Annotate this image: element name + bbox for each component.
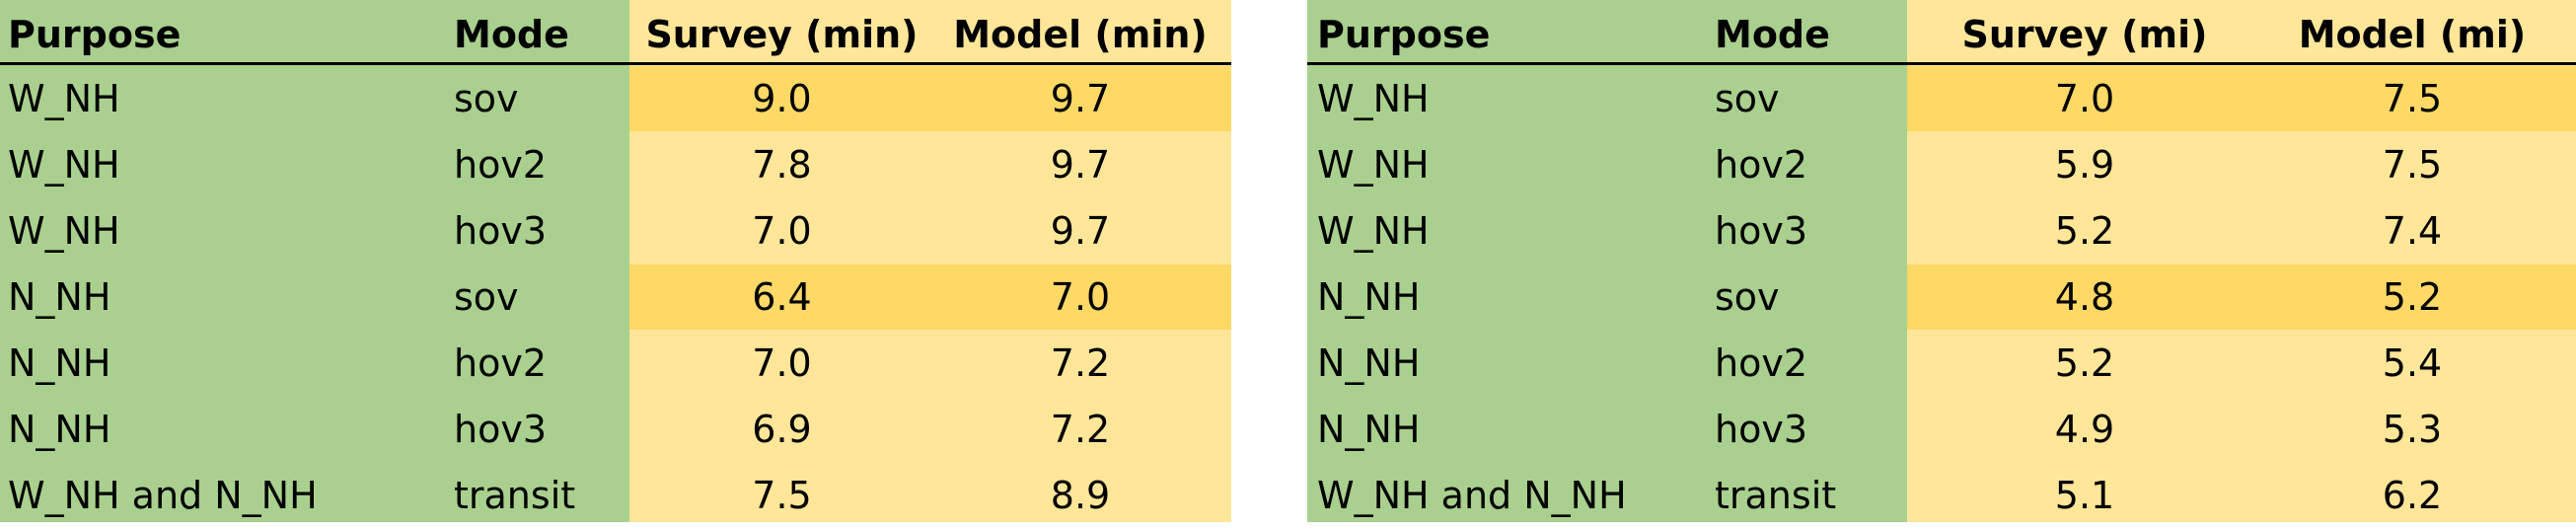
highlight-band: [629, 264, 1231, 330]
mode-cell: hov2: [1715, 341, 1807, 385]
model-value: 5.2: [2382, 275, 2443, 319]
mode-cell: transit: [454, 474, 576, 517]
purpose-header: Purpose: [1317, 13, 1491, 56]
label-columns-bg: [1307, 0, 1907, 522]
purpose-cell: W_NH: [1317, 209, 1430, 253]
survey-value: 7.0: [752, 341, 812, 385]
mode-header: Mode: [1715, 13, 1830, 56]
survey-header: Survey (mi): [1961, 13, 2208, 56]
travel-time-table: Purpose Mode Survey (min) Model (min) W_NH so…: [0, 0, 1231, 522]
survey-header: Survey (min): [645, 13, 919, 56]
mode-cell: transit: [1715, 474, 1837, 517]
model-header: Model (mi): [2298, 13, 2527, 56]
model-header: Model (min): [953, 13, 1208, 56]
purpose-cell: N_NH: [1317, 341, 1421, 385]
highlight-band: [1907, 264, 2576, 330]
survey-value: 6.9: [752, 408, 812, 451]
purpose-cell: W_NH: [8, 77, 120, 120]
survey-value: 4.9: [2054, 408, 2115, 451]
survey-value: 6.4: [752, 275, 812, 319]
survey-value: 5.2: [2054, 209, 2115, 253]
model-value: 7.5: [2382, 77, 2443, 120]
mode-cell: sov: [1715, 275, 1780, 319]
mode-cell: hov2: [1715, 143, 1807, 187]
survey-value: 5.1: [2054, 474, 2115, 517]
mode-cell: hov3: [454, 209, 547, 253]
mode-cell: hov3: [454, 408, 547, 451]
mode-cell: hov3: [1715, 209, 1807, 253]
mode-header: Mode: [454, 13, 569, 56]
label-columns-bg: [0, 0, 629, 522]
mode-cell: sov: [454, 275, 519, 319]
header-rule: [0, 62, 1231, 65]
highlight-band: [1907, 66, 2576, 131]
purpose-cell: W_NH and N_NH: [1317, 474, 1627, 517]
model-value: 9.7: [1050, 143, 1111, 187]
model-value: 9.7: [1050, 77, 1111, 120]
travel-distance-table: Purpose Mode Survey (mi) Model (mi) W_NH sov 7…: [1307, 0, 2576, 522]
survey-value: 5.2: [2054, 341, 2115, 385]
model-value: 9.7: [1050, 209, 1111, 253]
survey-value: 7.0: [2054, 77, 2115, 120]
mode-cell: hov2: [454, 143, 547, 187]
model-value: 8.9: [1050, 474, 1111, 517]
model-value: 5.3: [2382, 408, 2443, 451]
purpose-header: Purpose: [8, 13, 182, 56]
model-value: 7.2: [1050, 341, 1111, 385]
survey-value: 7.5: [752, 474, 812, 517]
purpose-cell: W_NH and N_NH: [8, 474, 318, 517]
survey-value: 7.8: [752, 143, 812, 187]
purpose-cell: N_NH: [1317, 408, 1421, 451]
purpose-cell: W_NH: [1317, 143, 1430, 187]
highlight-band: [629, 66, 1231, 131]
survey-value: 5.9: [2054, 143, 2115, 187]
purpose-cell: W_NH: [1317, 77, 1430, 120]
mode-cell: sov: [454, 77, 519, 120]
purpose-cell: N_NH: [8, 408, 111, 451]
model-value: 7.2: [1050, 408, 1111, 451]
model-value: 7.0: [1050, 275, 1111, 319]
survey-value: 7.0: [752, 209, 812, 253]
survey-value: 4.8: [2054, 275, 2115, 319]
purpose-cell: N_NH: [1317, 275, 1421, 319]
purpose-cell: N_NH: [8, 275, 111, 319]
survey-value: 9.0: [752, 77, 812, 120]
purpose-cell: W_NH: [8, 209, 120, 253]
purpose-cell: N_NH: [8, 341, 111, 385]
mode-cell: sov: [1715, 77, 1780, 120]
model-value: 6.2: [2382, 474, 2443, 517]
model-value: 5.4: [2382, 341, 2443, 385]
model-value: 7.5: [2382, 143, 2443, 187]
mode-cell: hov3: [1715, 408, 1807, 451]
model-value: 7.4: [2382, 209, 2443, 253]
header-rule: [1307, 62, 2576, 65]
mode-cell: hov2: [454, 341, 547, 385]
purpose-cell: W_NH: [8, 143, 120, 187]
